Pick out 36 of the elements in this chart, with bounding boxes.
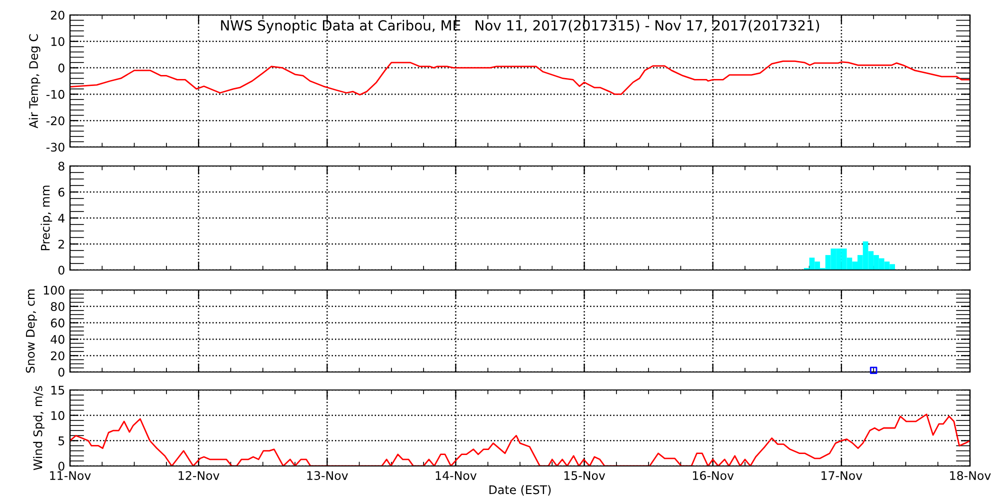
x-tick-label: 17-Nov	[822, 471, 862, 480]
y-tick-label: 10	[51, 411, 64, 420]
x-axis-title: Date (EST)	[489, 485, 551, 496]
y-tick-label: 8	[58, 162, 64, 171]
y-tick-label: 40	[50, 334, 64, 344]
y-tick-label: 5	[58, 436, 64, 446]
y-tick-label: 100	[44, 286, 64, 295]
y-tick-label: 2	[58, 240, 64, 248]
y-tick-label: 15	[51, 386, 64, 395]
y-tick-label: 0	[58, 64, 64, 72]
y-tick-label: 0	[58, 266, 64, 275]
x-tick-label: 12-Nov	[178, 471, 220, 480]
chart-title: NWS Synoptic Data at Caribou, ME Nov 11, 2017(2017315) - Nov 17, 2017(2017321)	[221, 20, 820, 34]
y-axis-title: Air Temp, Deg C	[28, 34, 40, 128]
y-axis-title: Precip, mm	[40, 186, 52, 250]
x-tick-label: 11-Nov	[50, 471, 91, 480]
y-tick-label: 0	[58, 368, 64, 377]
x-tick-label: 14-Nov	[436, 471, 477, 480]
y-tick-label: 10	[51, 37, 64, 46]
x-tick-label: 13-Nov	[307, 471, 348, 480]
y-axis-title: Snow Dep, cm	[26, 290, 38, 373]
y-tick-label: 80	[50, 302, 64, 312]
y-tick-label: 60	[50, 318, 64, 328]
x-tick-label: 16-Nov	[692, 471, 734, 480]
y-tick-label: -10	[46, 90, 64, 99]
line-series	[70, 60, 970, 96]
x-tick-label: 15-Nov	[564, 471, 606, 480]
y-axis-title: Wind Spd, m/s	[33, 386, 45, 470]
y-tick-label: 6	[58, 188, 64, 197]
y-tick-label: -20	[46, 116, 64, 126]
y-tick-label: 20	[50, 351, 64, 360]
y-tick-label: 20	[50, 10, 64, 20]
y-tick-label: 0	[58, 462, 64, 471]
y-tick-label: 4	[58, 214, 64, 222]
y-tick-label: -30	[46, 142, 64, 152]
x-tick-label: 18-Nov	[950, 471, 991, 480]
